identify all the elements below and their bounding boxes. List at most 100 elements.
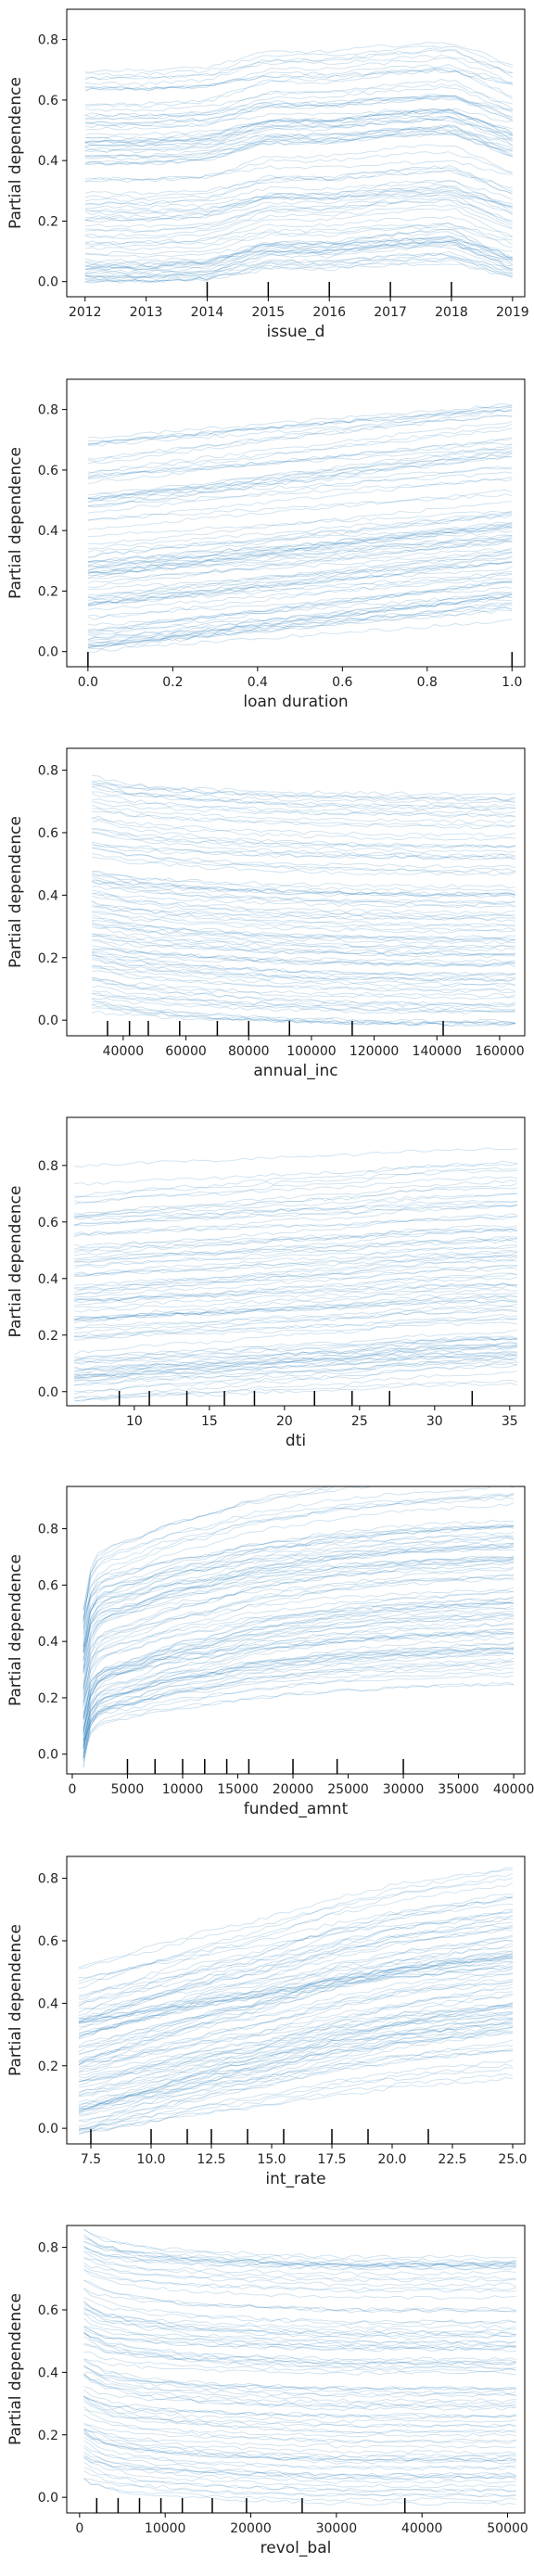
ice-line: [91, 780, 515, 801]
ice-line: [84, 236, 513, 259]
ice-line: [83, 2401, 516, 2434]
ice-line: [92, 791, 515, 809]
ice-line: [78, 1986, 514, 2097]
ice-line: [92, 977, 515, 1007]
ice-line: [83, 2424, 516, 2443]
y-tick-label: 0.8: [38, 1159, 58, 1174]
ice-line: [83, 2328, 516, 2349]
ice-line: [74, 1201, 517, 1218]
ice-line: [78, 1954, 514, 2034]
ice-line: [83, 2250, 516, 2271]
ice-line: [92, 997, 515, 1014]
ice-line: [92, 880, 515, 897]
x-tick-label: 35: [502, 1414, 518, 1429]
ice-line: [83, 2247, 516, 2271]
ice-line: [74, 1353, 518, 1371]
ice-line: [91, 841, 515, 858]
ice-line: [83, 1623, 515, 1725]
ice-line: [74, 1341, 518, 1376]
ice-line: [87, 581, 513, 637]
x-tick-label: 0: [75, 2521, 83, 2536]
ice-line: [91, 989, 515, 1013]
ice-line: [83, 1613, 515, 1754]
ice-line: [83, 2327, 516, 2351]
x-tick-label: 2016: [312, 305, 346, 320]
ice-line: [83, 1525, 515, 1652]
ice-line: [78, 1924, 514, 1996]
ice-line: [83, 2430, 516, 2465]
ice-line: [78, 1962, 514, 2047]
ice-line: [87, 404, 513, 446]
ice-line: [83, 2336, 516, 2371]
x-axis-label: revol_bal: [261, 2539, 332, 2557]
ice-line: [92, 978, 515, 1001]
ice-line: [87, 408, 513, 444]
ice-line: [74, 1204, 517, 1236]
ice-line: [87, 603, 513, 646]
ice-line: [84, 169, 513, 196]
ice-line: [78, 1903, 514, 1998]
ice-line: [84, 257, 513, 284]
y-tick-label: 0.0: [38, 1385, 58, 1400]
x-tick-label: 0.0: [78, 675, 98, 690]
ice-line: [83, 1559, 515, 1708]
ice-line: [84, 262, 513, 283]
ice-line: [78, 1956, 514, 2034]
ice-line: [78, 1896, 514, 1983]
ice-line: [84, 231, 513, 268]
ice-lines: [91, 774, 516, 1027]
ice-line: [91, 815, 515, 837]
ice-line: [87, 450, 513, 500]
ice-line: [87, 561, 513, 607]
y-tick-label: 0.0: [38, 2491, 58, 2506]
y-axis-label: Partial dependence: [6, 1554, 25, 1706]
x-tick-label: 5000: [111, 1782, 145, 1797]
ice-line: [84, 117, 513, 145]
ice-line: [83, 2405, 516, 2444]
ice-line: [78, 2039, 514, 2130]
ice-line: [84, 243, 513, 266]
ice-line: [83, 1630, 515, 1703]
ice-line: [91, 952, 515, 976]
ice-line: [78, 1968, 514, 2061]
ice-line: [87, 581, 513, 633]
ice-line: [83, 2258, 516, 2276]
ice-line: [87, 593, 513, 647]
ice-line: [83, 2288, 516, 2312]
ice-line: [83, 2455, 516, 2484]
ice-line: [83, 1627, 515, 1762]
plot-frame: [66, 2225, 526, 2514]
ice-line: [91, 923, 515, 942]
ice-line: [92, 818, 515, 841]
ice-line: [83, 2302, 516, 2337]
ice-line: [78, 1958, 514, 2023]
ice-line: [87, 442, 513, 478]
ice-line: [83, 2331, 516, 2364]
ice-line: [83, 1537, 515, 1688]
ice-line: [87, 596, 513, 644]
ice-line: [83, 1524, 515, 1653]
ice-line: [74, 1229, 518, 1250]
ice-line: [83, 1543, 515, 1623]
ice-line: [73, 1294, 518, 1324]
ice-line: [84, 253, 513, 284]
ice-line: [74, 1246, 517, 1267]
ice-line: [78, 1872, 514, 2000]
ice-line: [73, 1216, 517, 1238]
ice-line: [83, 1646, 515, 1741]
ice-line: [78, 1914, 514, 2040]
ice-line: [87, 555, 513, 605]
ice-line: [87, 527, 513, 568]
ice-line: [87, 493, 513, 521]
ice-line: [78, 2060, 514, 2130]
ice-line: [84, 252, 513, 276]
ice-line: [83, 1601, 515, 1734]
ice-line: [91, 954, 515, 982]
ice-line: [83, 2303, 516, 2333]
ice-line: [74, 1267, 517, 1290]
x-axis-label: annual_inc: [253, 1062, 337, 1080]
ice-line: [74, 1224, 517, 1256]
ice-line: [78, 1960, 514, 2024]
ice-line: [83, 1534, 515, 1612]
